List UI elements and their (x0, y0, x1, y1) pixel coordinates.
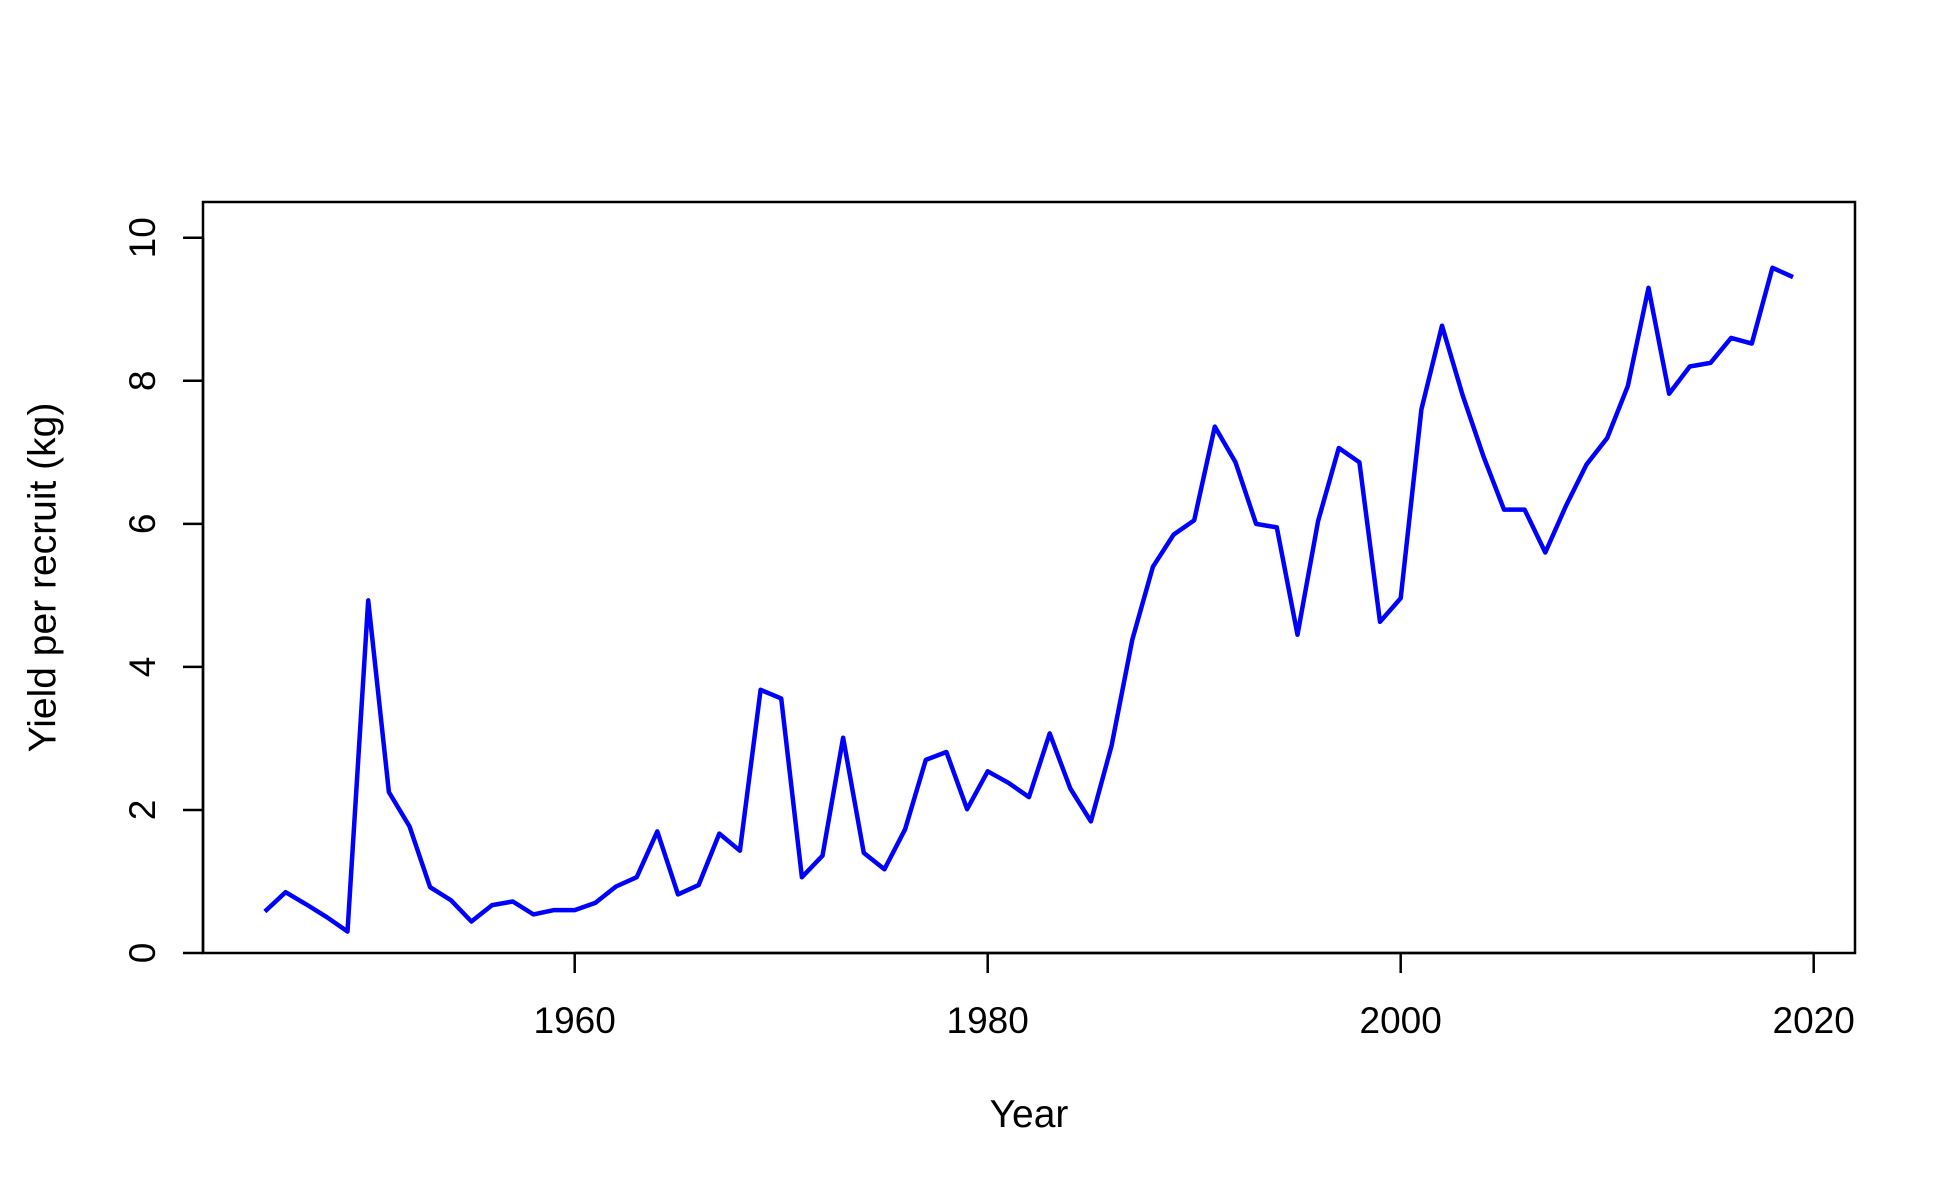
x-tick-label: 1980 (947, 1000, 1029, 1041)
x-tick-label: 2020 (1773, 1000, 1855, 1041)
y-tick-label: 4 (122, 657, 163, 678)
y-tick-label: 10 (122, 217, 163, 258)
series-layer (263, 265, 1794, 934)
y-tick-label: 0 (122, 943, 163, 964)
y-axis-label: Yield per recruit (kg) (21, 403, 64, 753)
y-tick-label: 6 (122, 514, 163, 535)
y-tick-label: 2 (122, 800, 163, 821)
series-line (263, 265, 1794, 934)
x-axis: 1960 1980 2000 2020 (534, 951, 1855, 1041)
x-tick-label: 1960 (534, 1000, 616, 1041)
x-axis-label: Year (990, 1093, 1069, 1136)
x-tick-label: 2000 (1360, 1000, 1442, 1041)
y-tick-label: 8 (122, 371, 163, 392)
y-axis: 0 2 4 6 8 10 (122, 217, 205, 964)
